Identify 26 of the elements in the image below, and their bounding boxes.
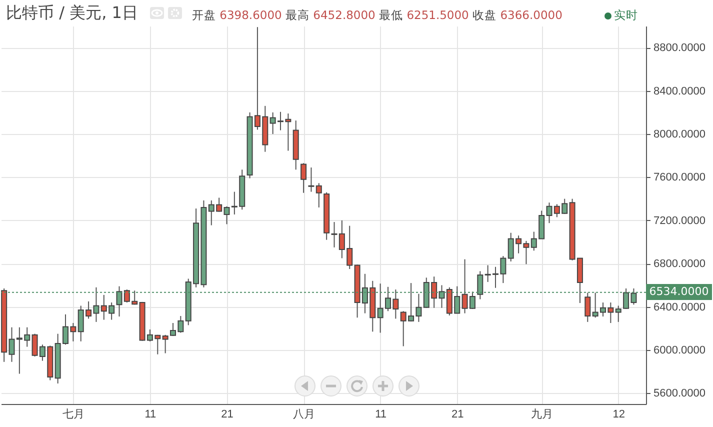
- ref-line-label: 6534.0000: [646, 284, 712, 300]
- y-tick-label: 7600.0000: [654, 172, 706, 184]
- chart-title: 比特币 / 美元, 1日: [6, 3, 138, 24]
- y-tick-label: 5600.0000: [654, 388, 706, 400]
- y-tick-label: 8400.0000: [654, 85, 706, 98]
- text: 开盘 6398.6000 最高 6452.8000 最低 6251.5000 收盘 6366.0000: [192, 8, 562, 22]
- candlestick: [477, 270, 484, 300]
- text: 实时: [614, 8, 638, 23]
- x-tick-label: 九月: [531, 408, 554, 420]
- y-tick-label: 8000.0000: [654, 128, 706, 140]
- y-tick-label: 8800.0000: [654, 42, 706, 54]
- candlestick: [308, 166, 314, 192]
- y-tick-label: 6400.0000: [654, 301, 706, 314]
- candlestick: [300, 162, 307, 194]
- x-tick-label: 11: [375, 408, 387, 420]
- x-tick-label: 八月: [293, 408, 316, 420]
- x-tick-label: 12: [612, 408, 625, 420]
- x-tick-label: 七月: [62, 408, 85, 420]
- y-tick-label: 7200.0000: [654, 214, 706, 227]
- y-tick-label: 6000.0000: [654, 344, 706, 356]
- candlestick: [584, 292, 591, 322]
- candlestick: [316, 182, 322, 208]
- x-tick-label: 21: [451, 408, 464, 420]
- y-tick-label: 6800.0000: [654, 258, 706, 270]
- x-tick-label: 11: [144, 408, 156, 420]
- x-tick-label: 21: [221, 408, 234, 420]
